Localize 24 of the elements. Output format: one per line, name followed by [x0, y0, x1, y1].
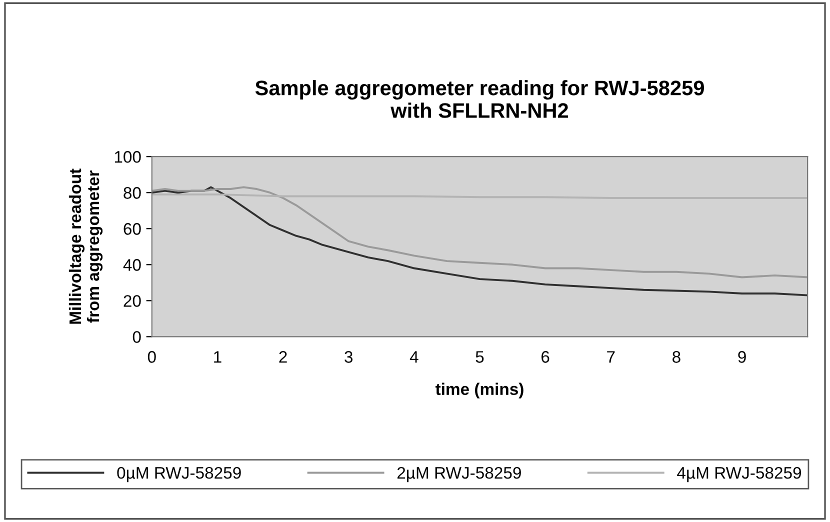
x-tick-label: 9 — [738, 351, 746, 363]
x-tick-label: 2 — [279, 351, 287, 363]
line-series — [152, 186, 808, 296]
x-tick-label: 5 — [476, 351, 484, 363]
legend-label: 2µM RWJ-58259 — [397, 466, 521, 482]
legend-label: 0µM RWJ-58259 — [117, 466, 241, 482]
y-tick-label: 60 — [124, 223, 141, 235]
x-tick-label: 7 — [607, 351, 615, 363]
x-tick-label: 1 — [214, 351, 222, 363]
y-tick-label: 80 — [124, 187, 141, 199]
y-axis-title: Millivoltage readout from aggregometer — [68, 168, 103, 324]
y-tick-label: 0 — [132, 331, 141, 343]
x-tick-label: 4 — [410, 351, 418, 363]
chart-title: Sample aggregometer reading for RWJ-58259 with SFLLRN-NH2 — [255, 80, 704, 118]
line-series — [152, 186, 808, 278]
x-tick-label: 6 — [542, 351, 550, 363]
x-tick-label: 0 — [148, 351, 156, 363]
y-tick-label: 20 — [124, 295, 141, 307]
x-tick-label: 8 — [672, 351, 680, 363]
x-tick-label: 3 — [344, 351, 352, 363]
x-axis-title: time (mins) — [435, 382, 524, 398]
legend-label: 4µM RWJ-58259 — [677, 466, 802, 482]
y-tick-label: 100 — [114, 151, 141, 163]
y-tick-label: 40 — [123, 259, 141, 271]
